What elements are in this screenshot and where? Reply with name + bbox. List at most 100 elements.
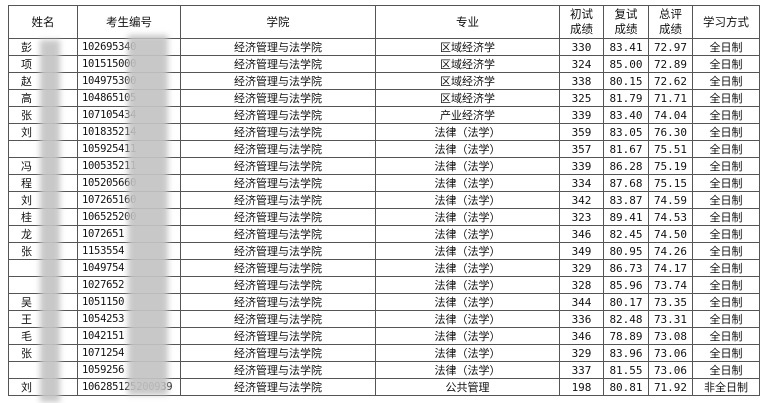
major-cell: 法律（法学） bbox=[375, 293, 560, 311]
total-score-cell: 74.17 bbox=[648, 259, 693, 277]
school-cell: 经济管理与法学院 bbox=[180, 276, 376, 294]
initial-score-cell: 334 bbox=[559, 174, 604, 192]
school-cell: 经济管理与法学院 bbox=[180, 55, 376, 73]
column-header: 专业 bbox=[375, 5, 560, 39]
major-cell: 区域经济学 bbox=[375, 89, 560, 107]
school-cell: 经济管理与法学院 bbox=[180, 174, 376, 192]
table-row: 1049754 经济管理与法学院 法律（法学） 329 86.73 74.17 全日制 bbox=[8, 259, 760, 277]
table-row: 刘 101835214 经济管理与法学院 法律（法学） 359 83.05 76.30 全日制 bbox=[8, 123, 760, 141]
table-row: 吴 1051150 经济管理与法学院 法律（法学） 344 80.17 73.35 全日制 bbox=[8, 293, 760, 311]
table-row: 赵 104975300 经济管理与法学院 区域经济学 338 80.15 72.62 全日制 bbox=[8, 72, 760, 90]
school-cell: 经济管理与法学院 bbox=[180, 242, 376, 260]
initial-score-cell: 329 bbox=[559, 344, 604, 362]
retest-score-cell: 80.95 bbox=[603, 242, 649, 260]
retest-score-cell: 83.41 bbox=[603, 38, 649, 56]
school-cell: 经济管理与法学院 bbox=[180, 38, 376, 56]
retest-score-cell: 78.89 bbox=[603, 327, 649, 345]
total-score-cell: 72.62 bbox=[648, 72, 693, 90]
study-mode-cell: 全日制 bbox=[692, 140, 760, 158]
major-cell: 区域经济学 bbox=[375, 72, 560, 90]
school-cell: 经济管理与法学院 bbox=[180, 157, 376, 175]
retest-score-cell: 89.41 bbox=[603, 208, 649, 226]
retest-score-cell: 85.00 bbox=[603, 55, 649, 73]
retest-score-cell: 86.73 bbox=[603, 259, 649, 277]
name-blur bbox=[40, 40, 60, 402]
study-mode-cell: 全日制 bbox=[692, 38, 760, 56]
study-mode-cell: 全日制 bbox=[692, 259, 760, 277]
major-cell: 法律（法学） bbox=[375, 123, 560, 141]
major-cell: 法律（法学） bbox=[375, 327, 560, 345]
total-score-cell: 73.74 bbox=[648, 276, 693, 294]
table-row: 项 101515000 经济管理与法学院 区域经济学 324 85.00 72.89 全日制 bbox=[8, 55, 760, 73]
initial-score-cell: 323 bbox=[559, 208, 604, 226]
retest-score-cell: 81.67 bbox=[603, 140, 649, 158]
column-header: 姓名 bbox=[8, 5, 78, 39]
total-score-cell: 76.30 bbox=[648, 123, 693, 141]
initial-score-cell: 337 bbox=[559, 361, 604, 379]
total-score-cell: 74.59 bbox=[648, 191, 693, 209]
table-row: 桂 106525200 经济管理与法学院 法律（法学） 323 89.41 74.53 全日制 bbox=[8, 208, 760, 226]
column-header: 复试 成绩 bbox=[603, 5, 649, 39]
major-cell: 法律（法学） bbox=[375, 276, 560, 294]
total-score-cell: 75.19 bbox=[648, 157, 693, 175]
total-score-cell: 74.26 bbox=[648, 242, 693, 260]
retest-score-cell: 81.79 bbox=[603, 89, 649, 107]
column-header: 考生编号 bbox=[77, 5, 181, 39]
initial-score-cell: 344 bbox=[559, 293, 604, 311]
table-row: 1059256 经济管理与法学院 法律（法学） 337 81.55 73.06 全日制 bbox=[8, 361, 760, 379]
retest-score-cell: 82.45 bbox=[603, 225, 649, 243]
school-cell: 经济管理与法学院 bbox=[180, 259, 376, 277]
table-row: 张 1153554 经济管理与法学院 法律（法学） 349 80.95 74.26 全日制 bbox=[8, 242, 760, 260]
major-cell: 法律（法学） bbox=[375, 361, 560, 379]
school-cell: 经济管理与法学院 bbox=[180, 191, 376, 209]
total-score-cell: 75.15 bbox=[648, 174, 693, 192]
initial-score-cell: 349 bbox=[559, 242, 604, 260]
table-row: 龙 1072651 经济管理与法学院 法律（法学） 346 82.45 74.50 全日制 bbox=[8, 225, 760, 243]
admission-table: 姓名 考生编号 学院 专业 初试 成绩 复试 成绩 总评 成绩 学习方式 彭 102695340 经济管… bbox=[8, 5, 760, 396]
header-row: 姓名 考生编号 学院 专业 初试 成绩 复试 成绩 总评 成绩 学习方式 bbox=[8, 5, 760, 39]
school-cell: 经济管理与法学院 bbox=[180, 327, 376, 345]
study-mode-cell: 全日制 bbox=[692, 157, 760, 175]
major-cell: 产业经济学 bbox=[375, 106, 560, 124]
school-cell: 经济管理与法学院 bbox=[180, 140, 376, 158]
school-cell: 经济管理与法学院 bbox=[180, 106, 376, 124]
school-cell: 经济管理与法学院 bbox=[180, 208, 376, 226]
initial-score-cell: 325 bbox=[559, 89, 604, 107]
study-mode-cell: 全日制 bbox=[692, 310, 760, 328]
study-mode-cell: 全日制 bbox=[692, 242, 760, 260]
major-cell: 区域经济学 bbox=[375, 38, 560, 56]
total-score-cell: 71.92 bbox=[648, 378, 693, 396]
initial-score-cell: 339 bbox=[559, 157, 604, 175]
column-header: 学习方式 bbox=[692, 5, 760, 39]
school-cell: 经济管理与法学院 bbox=[180, 344, 376, 362]
school-cell: 经济管理与法学院 bbox=[180, 89, 376, 107]
major-cell: 法律（法学） bbox=[375, 344, 560, 362]
major-cell: 法律（法学） bbox=[375, 259, 560, 277]
total-score-cell: 73.31 bbox=[648, 310, 693, 328]
retest-score-cell: 86.28 bbox=[603, 157, 649, 175]
study-mode-cell: 全日制 bbox=[692, 123, 760, 141]
initial-score-cell: 198 bbox=[559, 378, 604, 396]
school-cell: 经济管理与法学院 bbox=[180, 293, 376, 311]
school-cell: 经济管理与法学院 bbox=[180, 361, 376, 379]
table-row: 冯 100535211 经济管理与法学院 法律（法学） 339 86.28 75.19 全日制 bbox=[8, 157, 760, 175]
table-row: 张 1071254 经济管理与法学院 法律（法学） 329 83.96 73.06 全日制 bbox=[8, 344, 760, 362]
total-score-cell: 74.53 bbox=[648, 208, 693, 226]
retest-score-cell: 85.96 bbox=[603, 276, 649, 294]
major-cell: 公共管理 bbox=[375, 378, 560, 396]
total-score-cell: 73.06 bbox=[648, 344, 693, 362]
table-row: 1027652 经济管理与法学院 法律（法学） 328 85.96 73.74 全日制 bbox=[8, 276, 760, 294]
study-mode-cell: 全日制 bbox=[692, 191, 760, 209]
major-cell: 法律（法学） bbox=[375, 242, 560, 260]
table-row: 张 107105434 经济管理与法学院 产业经济学 339 83.40 74.04 全日制 bbox=[8, 106, 760, 124]
study-mode-cell: 全日制 bbox=[692, 327, 760, 345]
column-header: 初试 成绩 bbox=[559, 5, 604, 39]
total-score-cell: 73.08 bbox=[648, 327, 693, 345]
table-row: 刘 107265160 经济管理与法学院 法律（法学） 342 83.87 74.59 全日制 bbox=[8, 191, 760, 209]
retest-score-cell: 87.68 bbox=[603, 174, 649, 192]
retest-score-cell: 81.55 bbox=[603, 361, 649, 379]
retest-score-cell: 83.96 bbox=[603, 344, 649, 362]
initial-score-cell: 338 bbox=[559, 72, 604, 90]
study-mode-cell: 全日制 bbox=[692, 174, 760, 192]
retest-score-cell: 80.81 bbox=[603, 378, 649, 396]
